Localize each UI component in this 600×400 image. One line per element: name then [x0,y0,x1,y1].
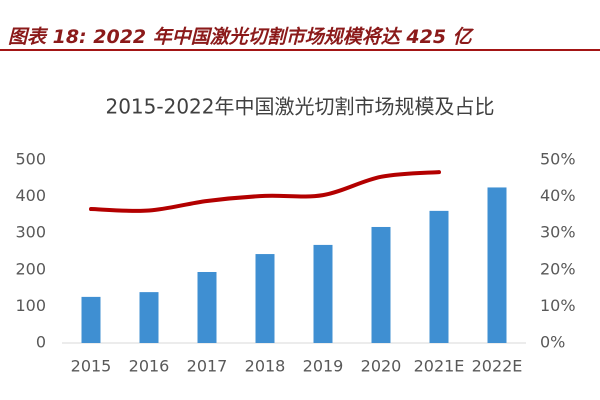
x-tick-label: 2018 [245,357,286,376]
y2-tick-label: 30% [540,223,576,242]
y2-tick-label: 20% [540,259,576,278]
bar [313,244,333,343]
y-tick-label: 200 [15,259,46,278]
line [89,170,441,213]
bar [429,210,449,343]
y2-tick-label: 10% [540,296,576,315]
x-tick-label: 2019 [303,357,344,376]
x-tick-label: 2022E [472,357,523,376]
y2-tick-label: 0% [540,333,565,352]
y-tick-label: 400 [15,186,46,205]
header-title: 图表 18: 2022 年中国激光切割市场规模将达 425 亿 [8,26,472,48]
chart-title: 2015-2022年中国激光切割市场规模及占比 [105,95,494,119]
y2-tick-label: 40% [540,186,576,205]
x-tick-label: 2020 [361,357,402,376]
x-tick-label: 2016 [129,357,170,376]
y-tick-label: 300 [15,223,46,242]
y-tick-label: 100 [15,296,46,315]
bar [371,226,391,343]
y-tick-label: 0 [36,333,46,352]
x-tick-label: 2017 [187,357,228,376]
x-tick-label: 2021E [414,357,465,376]
x-tick-label: 2015 [71,357,112,376]
y2-tick-label: 50% [540,150,576,169]
bar [487,187,507,343]
bar [139,292,159,343]
bar [255,254,275,343]
bar [81,296,101,343]
bar [197,271,217,343]
y-tick-label: 500 [15,150,46,169]
header-rule [0,49,600,51]
